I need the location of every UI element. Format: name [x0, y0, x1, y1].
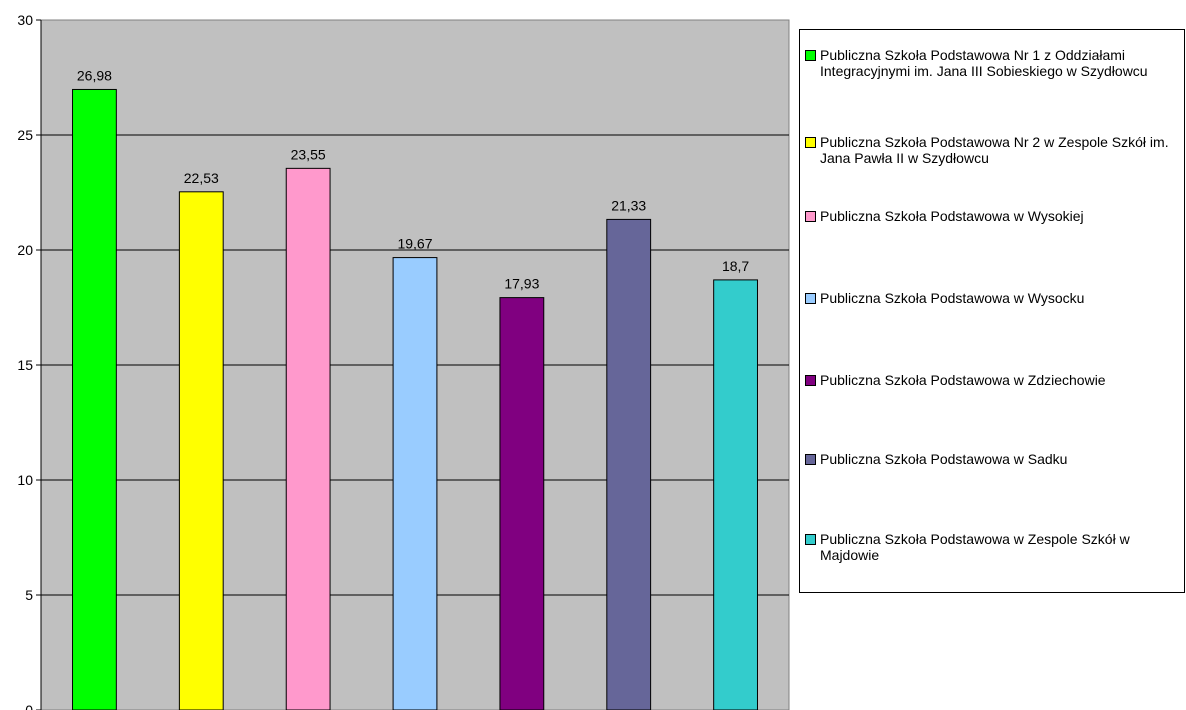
y-tick-label: 15 — [17, 357, 33, 373]
data-label: 17,93 — [504, 276, 539, 292]
data-label: 21,33 — [611, 197, 646, 213]
legend-swatch — [805, 293, 816, 304]
bar — [499, 297, 545, 710]
legend-item: Publiczna Szkoła Podstawowa w Zdziechowi… — [805, 372, 1183, 388]
legend-label: Publiczna Szkoła Podstawowa Nr 2 w Zespo… — [820, 134, 1169, 166]
data-label: 23,55 — [291, 146, 326, 162]
legend-label: Publiczna Szkoła Podstawowa w Sadku — [820, 451, 1068, 467]
data-label: 19,67 — [397, 236, 432, 252]
legend-label: Publiczna Szkoła Podstawowa w Wysocku — [820, 290, 1085, 306]
y-tick-label: 10 — [17, 472, 33, 488]
legend-item: Publiczna Szkoła Podstawowa Nr 2 w Zespo… — [805, 134, 1183, 166]
legend-label: Publiczna Szkoła Podstawowa w Zdziechowi… — [820, 372, 1106, 388]
bar — [713, 279, 758, 710]
legend-swatch — [805, 534, 816, 545]
y-tick-label: 0 — [25, 702, 33, 710]
legend-label: Publiczna Szkoła Podstawowa Nr 1 z Oddzi… — [820, 47, 1148, 79]
legend-item: Publiczna Szkoła Podstawowa w Wysocku — [805, 290, 1183, 306]
data-label: 18,7 — [722, 258, 749, 274]
y-tick-label: 20 — [17, 242, 33, 258]
legend-item: Publiczna Szkoła Podstawowa w Wysokiej — [805, 208, 1183, 224]
y-tick-label: 5 — [25, 587, 33, 603]
data-label: 22,53 — [184, 170, 219, 186]
legend-item: Publiczna Szkoła Podstawowa Nr 1 z Oddzi… — [805, 47, 1183, 79]
legend-swatch — [805, 50, 816, 61]
data-label: 26,98 — [77, 67, 112, 83]
legend: Publiczna Szkoła Podstawowa Nr 1 z Oddzi… — [799, 29, 1185, 593]
legend-item: Publiczna Szkoła Podstawowa w Zespole Sz… — [805, 531, 1183, 563]
legend-item: Publiczna Szkoła Podstawowa w Sadku — [805, 451, 1183, 467]
bar — [72, 88, 117, 710]
bar — [285, 167, 331, 710]
bar — [178, 191, 224, 710]
y-tick-label: 30 — [17, 12, 33, 28]
legend-swatch — [805, 137, 816, 148]
legend-swatch — [805, 375, 816, 386]
legend-label: Publiczna Szkoła Podstawowa w Wysokiej — [820, 208, 1084, 224]
bar — [392, 257, 438, 710]
data-labels: 26,98 22,53 23,55 19,67 17,93 21,33 18,7 — [77, 67, 750, 291]
legend-swatch — [805, 211, 816, 222]
legend-swatch — [805, 454, 816, 465]
y-tick-label: 25 — [17, 127, 33, 143]
y-axis: 0 5 10 15 20 25 30 — [17, 12, 42, 710]
legend-label: Publiczna Szkoła Podstawowa w Zespole Sz… — [820, 531, 1130, 563]
bar — [606, 218, 652, 710]
bars — [72, 88, 758, 710]
